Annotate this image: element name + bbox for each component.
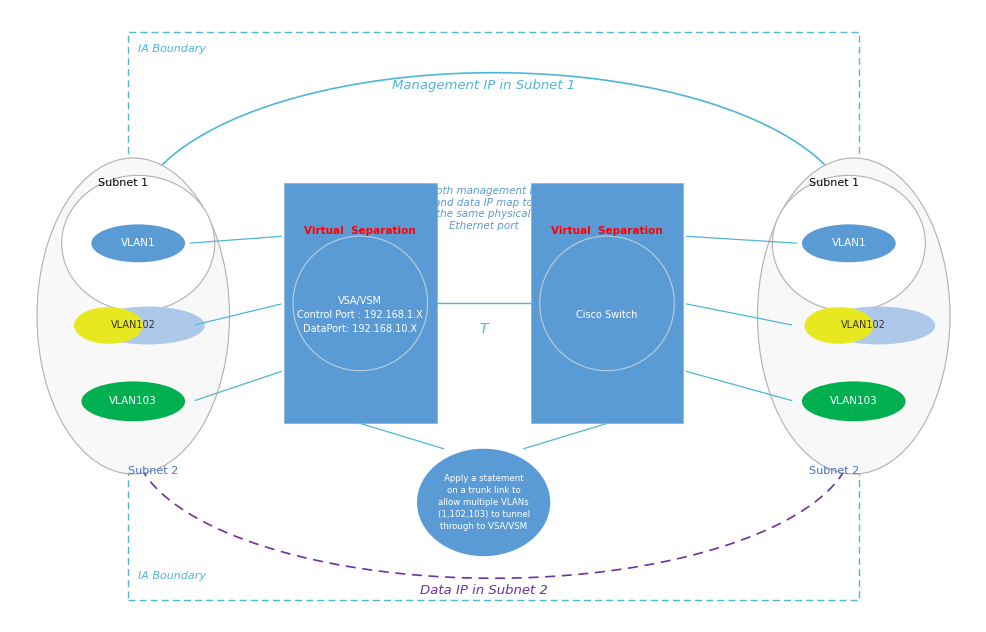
Text: Subnet 1: Subnet 1 xyxy=(809,178,858,188)
Ellipse shape xyxy=(92,224,185,262)
Text: Data IP in Subnet 2: Data IP in Subnet 2 xyxy=(419,585,547,597)
Ellipse shape xyxy=(416,449,550,556)
Text: VLAN102: VLAN102 xyxy=(110,320,156,331)
Text: VLAN102: VLAN102 xyxy=(840,320,885,331)
Text: Both management IP
and data IP map to
the same physical
Ethernet port: Both management IP and data IP map to th… xyxy=(428,186,538,231)
Text: VLAN103: VLAN103 xyxy=(829,396,877,406)
Text: VLAN103: VLAN103 xyxy=(109,396,157,406)
Ellipse shape xyxy=(37,158,229,474)
Text: T: T xyxy=(479,322,487,336)
Text: Virtual  Separation: Virtual Separation xyxy=(304,226,416,236)
Text: Management IP in Subnet 1: Management IP in Subnet 1 xyxy=(391,79,575,92)
Ellipse shape xyxy=(772,175,925,312)
Text: Subnet 2: Subnet 2 xyxy=(809,466,858,476)
Ellipse shape xyxy=(804,307,873,344)
Text: VLAN1: VLAN1 xyxy=(120,238,156,248)
Text: VLAN1: VLAN1 xyxy=(830,238,866,248)
Ellipse shape xyxy=(801,381,905,422)
Ellipse shape xyxy=(91,307,205,344)
FancyBboxPatch shape xyxy=(284,183,436,423)
Text: IA Boundary: IA Boundary xyxy=(138,571,206,581)
Ellipse shape xyxy=(74,307,143,344)
FancyBboxPatch shape xyxy=(530,183,682,423)
Ellipse shape xyxy=(820,307,934,344)
Text: Subnet 1: Subnet 1 xyxy=(99,178,148,188)
Text: VSA/VSM
Control Port : 192.168.1.X
DataPort: 192.168.10.X: VSA/VSM Control Port : 192.168.1.X DataP… xyxy=(297,296,423,334)
Text: Virtual  Separation: Virtual Separation xyxy=(550,226,663,236)
Text: IA Boundary: IA Boundary xyxy=(138,44,206,54)
Ellipse shape xyxy=(757,158,949,474)
Text: Subnet 2: Subnet 2 xyxy=(128,466,177,476)
Ellipse shape xyxy=(801,224,895,262)
Ellipse shape xyxy=(82,381,185,422)
Ellipse shape xyxy=(62,175,215,312)
Text: Apply a statement
on a trunk link to
allow multiple VLANs
(1,102,103) to tunnel
: Apply a statement on a trunk link to all… xyxy=(437,475,529,530)
Text: Cisco Switch: Cisco Switch xyxy=(576,310,637,320)
